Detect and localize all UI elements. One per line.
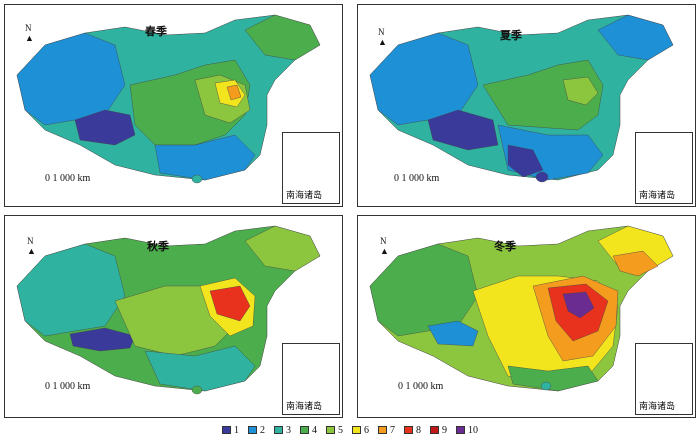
legend-swatch: [300, 426, 309, 434]
winter-map: [369, 225, 674, 392]
panel-title: 夏季: [500, 29, 522, 42]
legend-item: 4: [300, 425, 317, 436]
legend-swatch: [352, 426, 361, 434]
scale-bar: 0 1 000 km: [398, 381, 443, 392]
legend-label: 2: [260, 424, 265, 436]
legend-item: 3: [274, 425, 291, 436]
legend-label: 10: [468, 424, 478, 436]
north-label: N: [378, 27, 385, 37]
legend: 1 2 3 4 5 6 7 8 9 10: [0, 423, 700, 437]
south-china-sea-inset: 南海诸岛: [635, 343, 693, 415]
legend-label: 7: [390, 424, 395, 436]
legend-label: 1: [234, 424, 239, 436]
legend-label: 3: [286, 424, 291, 436]
legend-swatch: [274, 426, 283, 434]
autumn-map: [16, 225, 321, 395]
legend-item: 5: [326, 425, 343, 436]
legend-item: 1: [222, 425, 239, 436]
legend-item: 8: [404, 425, 421, 436]
inset-label: 南海诸岛: [639, 402, 676, 412]
spring-map: [16, 14, 321, 184]
legend-item: 6: [352, 425, 369, 436]
legend-swatch: [248, 426, 257, 434]
legend-swatch: [404, 426, 413, 434]
map-panel-winter: 冬季 N ▲ 0 1 000 km 南海诸岛: [357, 215, 696, 418]
legend-swatch: [456, 426, 465, 434]
scale-label: 0 1 000 km: [45, 381, 91, 392]
map-panel-summer: 夏季 N ▲ 0 1 000 km 南海诸岛: [357, 4, 696, 207]
scale-label: 0 1 000 km: [394, 173, 440, 184]
legend-swatch: [430, 426, 439, 434]
scale-bar: 0 1 000 km: [45, 173, 90, 184]
south-china-sea-inset: 南海诸岛: [282, 132, 340, 204]
panel-title: 春季: [145, 25, 167, 38]
legend-label: 4: [312, 424, 317, 436]
legend-label: 5: [338, 424, 343, 436]
map-panel-autumn: 秋季 N ▲ 0 1 000 km 南海诸岛: [4, 215, 343, 418]
panel-title: 冬季: [494, 240, 516, 253]
north-arrow-icon: N ▲: [378, 27, 387, 47]
north-arrow-icon: N ▲: [380, 236, 389, 256]
legend-swatch: [326, 426, 335, 434]
north-label: N: [25, 23, 32, 33]
legend-label: 8: [416, 424, 421, 436]
south-china-sea-inset: 南海诸岛: [635, 132, 693, 204]
south-china-sea-inset: 南海诸岛: [282, 343, 340, 415]
north-arrow-icon: N ▲: [25, 23, 34, 43]
map-panel-spring: 春季 N ▲ 0 1 000 km 南海诸岛: [4, 4, 343, 207]
legend-item: 9: [430, 425, 447, 436]
legend-item: 7: [378, 425, 395, 436]
legend-label: 9: [442, 424, 447, 436]
inset-label: 南海诸岛: [639, 191, 676, 201]
legend-swatch: [378, 426, 387, 434]
legend-swatch: [222, 426, 231, 434]
legend-item: 10: [456, 425, 478, 436]
inset-label: 南海诸岛: [286, 191, 323, 201]
north-arrow-icon: N ▲: [27, 236, 36, 256]
north-label: N: [380, 236, 387, 246]
scale-label: 0 1 000 km: [45, 173, 91, 184]
panel-title: 秋季: [147, 240, 169, 253]
scale-label: 0 1 000 km: [398, 381, 444, 392]
inset-label: 南海诸岛: [286, 402, 323, 412]
scale-bar: 0 1 000 km: [45, 381, 90, 392]
legend-label: 6: [364, 424, 369, 436]
legend-item: 2: [248, 425, 265, 436]
summer-map: [369, 14, 674, 183]
north-label: N: [27, 236, 34, 246]
scale-bar: 0 1 000 km: [394, 173, 439, 184]
